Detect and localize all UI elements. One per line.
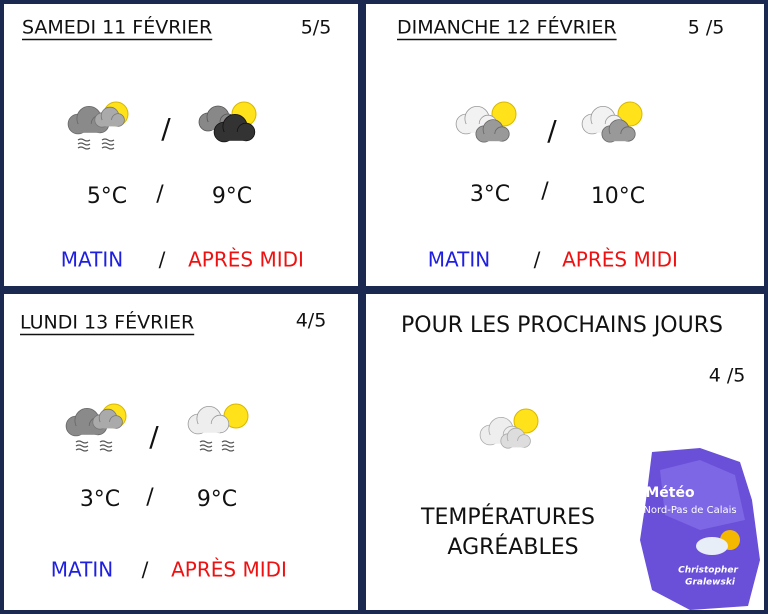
- separator: /: [534, 248, 541, 272]
- fog: [221, 444, 235, 448]
- reliability: 5/5: [301, 17, 332, 39]
- day-title: DIMANCHE 12 FÉVRIER: [397, 16, 617, 39]
- separator: /: [161, 112, 171, 145]
- separator: /: [142, 558, 149, 582]
- fog: [99, 448, 113, 452]
- cloud-part: [76, 426, 98, 435]
- separator: /: [547, 114, 557, 147]
- fog: [199, 448, 213, 452]
- outlook-text: TEMPÉRATURES: [420, 504, 595, 530]
- day-title: LUNDI 13 FÉVRIER: [20, 311, 194, 334]
- fog: [101, 138, 115, 142]
- cloud-part: [100, 422, 116, 429]
- separator: /: [149, 420, 159, 453]
- fog: [221, 448, 235, 452]
- fog: [101, 146, 115, 150]
- cloud-part: [198, 424, 220, 433]
- afternoon-label: APRÈS MIDI: [188, 248, 304, 272]
- cloud-part: [466, 124, 488, 133]
- cloud-part: [102, 120, 118, 127]
- logo-author: Gralewski: [685, 578, 736, 588]
- morning-label: MATIN: [428, 248, 490, 272]
- fog: [99, 444, 113, 448]
- fog: [77, 138, 91, 142]
- sun: [513, 408, 539, 434]
- cloud: [213, 114, 256, 143]
- afternoon-temp: 9°C: [197, 487, 237, 512]
- sun: [617, 101, 643, 127]
- panel: [4, 4, 358, 286]
- morning-temp: 3°C: [470, 182, 510, 207]
- separator: /: [146, 485, 154, 510]
- logo-title: Météo: [645, 485, 695, 501]
- fog: [99, 440, 113, 444]
- panel: [366, 4, 764, 286]
- day-title: SAMEDI 11 FÉVRIER: [22, 16, 212, 39]
- afternoon-label: APRÈS MIDI: [562, 248, 678, 272]
- outlook-text: AGRÉABLES: [447, 534, 578, 560]
- fog: [75, 444, 89, 448]
- cloud-part: [484, 134, 502, 142]
- separator: /: [541, 179, 549, 204]
- logo-author: Christopher: [678, 566, 738, 576]
- separator: /: [156, 182, 164, 207]
- fog: [77, 142, 91, 146]
- reliability: 4 /5: [709, 365, 746, 387]
- afternoon-label: APRÈS MIDI: [171, 558, 287, 582]
- fog: [221, 440, 235, 444]
- logo-subtitle: Nord-Pas de Calais: [643, 505, 736, 516]
- fog: [77, 146, 91, 150]
- sun: [491, 101, 517, 127]
- cloud-part: [224, 132, 246, 141]
- reliability: 5 /5: [688, 17, 725, 39]
- cloud: [92, 408, 123, 430]
- cloud-part: [610, 134, 628, 142]
- morning-temp: 5°C: [87, 184, 127, 209]
- afternoon-temp: 10°C: [591, 184, 645, 209]
- logo-map-shade: [660, 460, 745, 530]
- logo-cloud: [696, 537, 728, 555]
- cloud-part: [508, 441, 524, 448]
- panel: [4, 294, 358, 610]
- fog: [199, 440, 213, 444]
- cloud: [500, 427, 531, 449]
- fog: [75, 440, 89, 444]
- cloud: [475, 119, 510, 143]
- cloud: [187, 405, 230, 435]
- fog: [199, 444, 213, 448]
- cloud-part: [78, 124, 100, 133]
- morning-label: MATIN: [61, 248, 123, 272]
- reliability: 4/5: [296, 310, 327, 332]
- fog: [75, 448, 89, 452]
- morning-temp: 3°C: [80, 487, 120, 512]
- cloud: [94, 106, 125, 128]
- cloud-part: [592, 124, 614, 133]
- fog: [101, 142, 115, 146]
- weather-icons: [65, 101, 643, 452]
- morning-label: MATIN: [51, 558, 113, 582]
- afternoon-temp: 9°C: [212, 184, 252, 209]
- cloud: [601, 119, 636, 143]
- outlook-title: POUR LES PROCHAINS JOURS: [401, 313, 723, 338]
- separator: /: [159, 248, 166, 272]
